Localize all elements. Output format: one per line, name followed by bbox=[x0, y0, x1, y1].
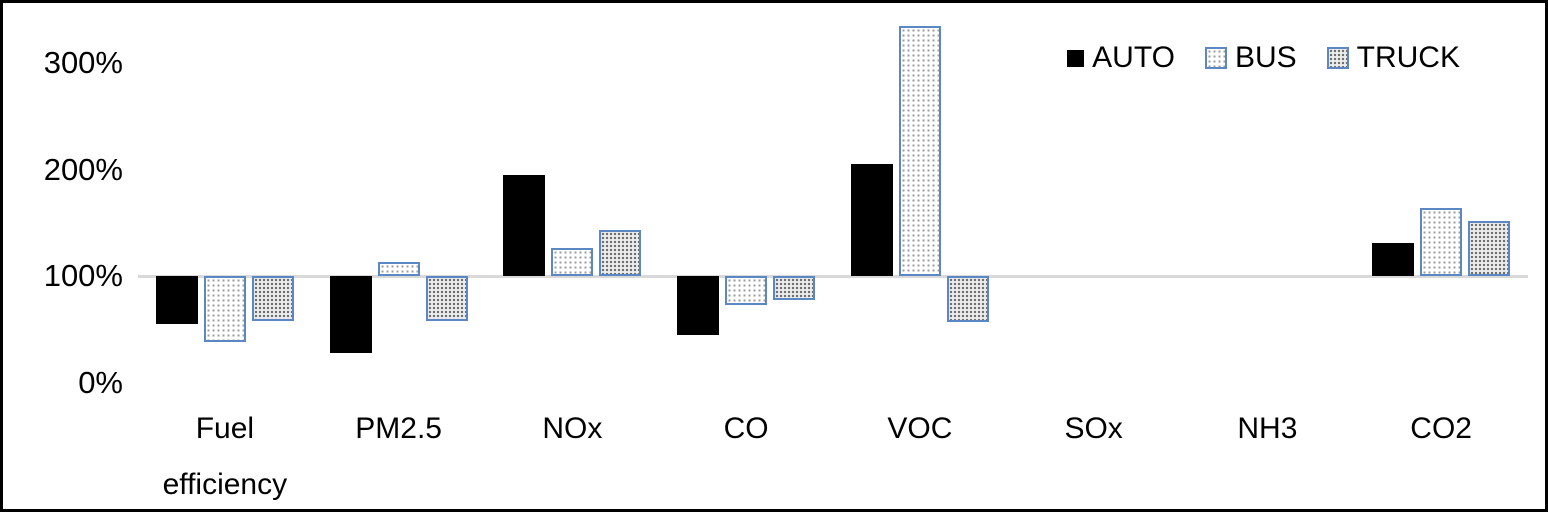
bar-auto-voc bbox=[850, 164, 893, 277]
bar-truck-pm2.5 bbox=[425, 276, 468, 322]
bar-auto-fuel-efficiency bbox=[155, 276, 198, 325]
bar-bus-voc bbox=[898, 25, 941, 277]
legend-swatch-auto-icon bbox=[1067, 49, 1085, 67]
legend-item-truck: TRUCK bbox=[1326, 41, 1460, 75]
y-axis-tick-label: 0% bbox=[78, 365, 123, 400]
bar-bus-co bbox=[725, 276, 768, 306]
baseline-gridline bbox=[138, 275, 1528, 279]
bar-auto-co2 bbox=[1372, 243, 1415, 277]
legend-label: AUTO bbox=[1092, 41, 1175, 74]
x-axis-category-label: SOx bbox=[1064, 412, 1123, 445]
legend-label: BUS bbox=[1234, 41, 1297, 74]
bar-truck-co bbox=[773, 276, 816, 300]
x-axis-category-label: NH3 bbox=[1237, 412, 1298, 445]
x-axis-category-label: PM2.5 bbox=[355, 412, 442, 445]
bar-truck-fuel-efficiency bbox=[251, 276, 294, 322]
x-axis-category-label: Fuel efficiency bbox=[162, 412, 288, 501]
bar-truck-co2 bbox=[1468, 220, 1511, 277]
x-axis-category-label: CO bbox=[723, 412, 769, 445]
legend-item-auto: AUTO bbox=[1067, 41, 1175, 75]
bar-auto-pm2.5 bbox=[329, 276, 372, 354]
legend-label: TRUCK bbox=[1356, 41, 1460, 74]
bar-bus-nox bbox=[551, 247, 594, 277]
legend-swatch-truck-icon bbox=[1326, 47, 1349, 69]
y-axis-tick-label: 200% bbox=[43, 151, 123, 187]
bar-auto-nox bbox=[503, 175, 546, 277]
bar-auto-co bbox=[677, 276, 720, 335]
legend-swatch-bus-icon bbox=[1204, 47, 1227, 69]
x-axis-category-label: VOC bbox=[887, 412, 953, 445]
bar-bus-co2 bbox=[1420, 208, 1463, 277]
x-axis-category-label: NOx bbox=[542, 412, 603, 445]
y-axis-tick-label: 300% bbox=[43, 45, 123, 80]
x-axis-category-label: CO2 bbox=[1410, 412, 1472, 445]
bar-truck-nox bbox=[599, 230, 642, 277]
bar-truck-voc bbox=[946, 276, 989, 323]
plot-area: 0% 100% 200% 300% Fuel efficiency PM2.5 NOx CO V… bbox=[3, 3, 1545, 509]
bar-bus-fuel-efficiency bbox=[203, 276, 246, 343]
legend-item-bus: BUS bbox=[1204, 41, 1297, 75]
bar-bus-pm2.5 bbox=[377, 262, 420, 277]
legend: AUTO BUS TRUCK bbox=[1067, 41, 1460, 75]
y-axis-tick-label: 100% bbox=[43, 258, 123, 294]
